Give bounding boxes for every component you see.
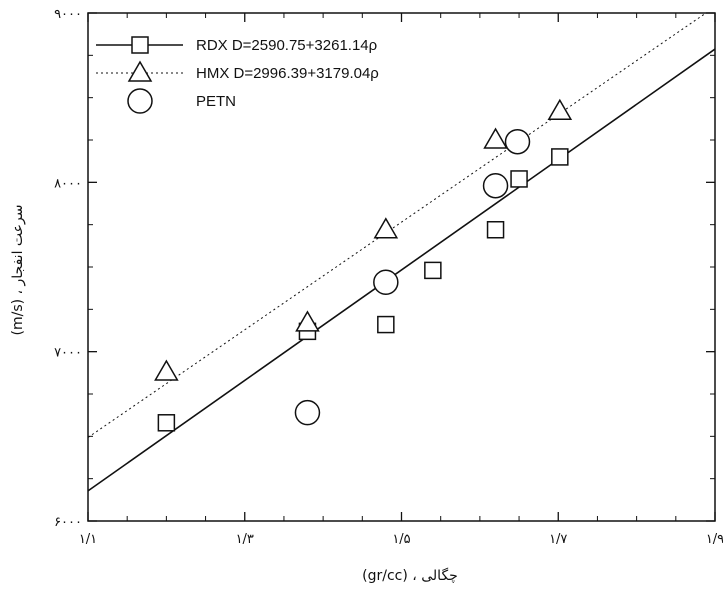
fit-lines bbox=[87, 12, 716, 492]
rdx-point bbox=[486, 220, 505, 239]
x-tick-label: ۱/۱ bbox=[79, 532, 97, 547]
petn-legend-label: PETN bbox=[196, 93, 236, 110]
rdx-legend-marker bbox=[131, 36, 149, 54]
y-tick-label: ۹۰۰۰ bbox=[54, 7, 82, 22]
y-tick-label: ۶۰۰۰ bbox=[54, 515, 82, 530]
hmx-point bbox=[547, 98, 573, 120]
petn-point bbox=[482, 172, 509, 199]
hmx-point bbox=[295, 310, 320, 332]
hmx-fit-line bbox=[87, 12, 707, 438]
hmx-point bbox=[483, 127, 508, 149]
y-tick-label: ۸۰۰۰ bbox=[54, 176, 82, 191]
rdx-point bbox=[157, 414, 176, 432]
rdx-point bbox=[510, 170, 528, 188]
petn-point bbox=[373, 269, 399, 295]
legend: RDX D=2590.75+3261.14ρ HMX D=2996.39+3179… bbox=[96, 36, 379, 114]
x-tick-label: ۱/۵ bbox=[392, 532, 410, 547]
plot-frame bbox=[87, 12, 716, 522]
rdx-legend-label: RDX D=2590.75+3261.14ρ bbox=[196, 37, 377, 54]
axis-ticks: ۱/۱ ۱/۳ ۱/۵ ۱/۷ ۱/۹ ۶۰۰۰ ۷۰۰۰ ۸۰۰۰ ۹۰۰۰ bbox=[54, 7, 723, 547]
petn-legend-marker bbox=[127, 88, 153, 114]
rdx-point bbox=[551, 148, 569, 166]
data-markers bbox=[154, 98, 573, 432]
x-tick-label: ۱/۷ bbox=[549, 532, 567, 547]
petn-point bbox=[294, 399, 321, 426]
x-axis-title: (gr/cc) ، چگالی bbox=[362, 567, 458, 584]
x-tick-label: ۱/۹ bbox=[706, 532, 723, 547]
hmx-legend-marker bbox=[127, 60, 153, 82]
hmx-point bbox=[373, 217, 399, 239]
x-tick-label: ۱/۳ bbox=[236, 532, 254, 547]
rdx-fit-line bbox=[87, 48, 716, 492]
hmx-legend-label: HMX D=2996.39+3179.04ρ bbox=[196, 65, 379, 82]
rdx-point bbox=[424, 261, 442, 280]
petn-point bbox=[504, 128, 531, 155]
rdx-point bbox=[377, 315, 395, 334]
hmx-point bbox=[154, 359, 179, 381]
y-axis-title: (m/s) ، سرعت انفجار bbox=[10, 205, 26, 336]
y-tick-label: ۷۰۰۰ bbox=[54, 346, 82, 361]
